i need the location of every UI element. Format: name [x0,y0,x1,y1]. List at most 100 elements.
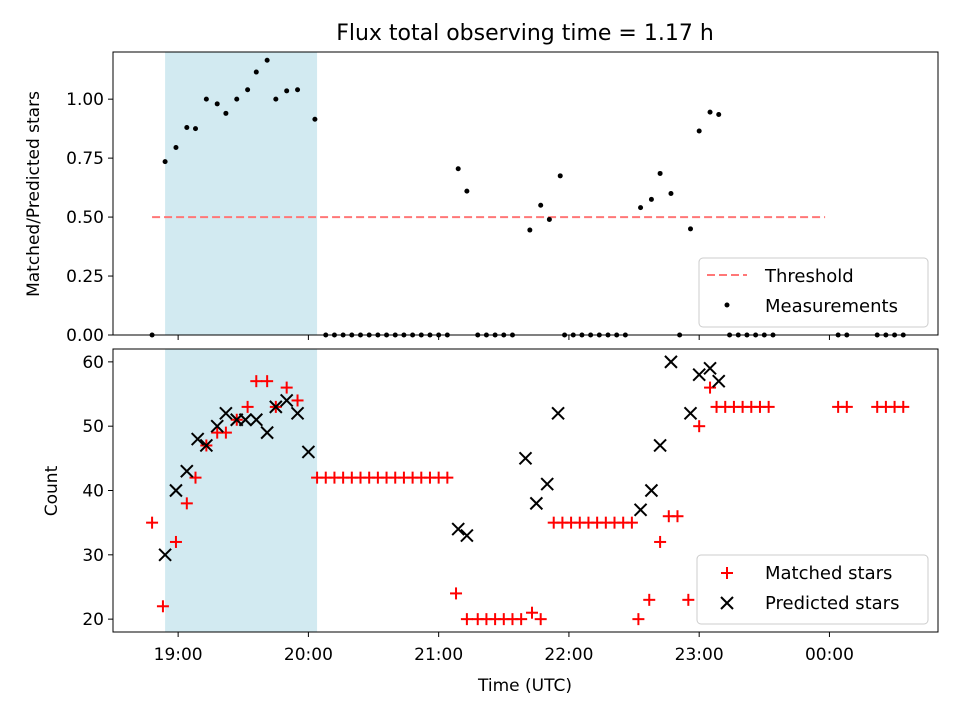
measurement-point [214,101,220,107]
predicted-star-point [664,355,678,369]
matched-star-point [146,516,159,529]
measurement-point [538,202,544,208]
measurement-point [312,116,318,122]
bottom-x-ticks: 19:00 20:00 21:00 22:00 23:00 00:00 [154,632,854,665]
measurement-point [557,173,563,179]
top-shaded-region [165,52,318,335]
matched-star-point [219,426,232,439]
bottom-shaded-region [165,349,318,632]
predicted-star-point [260,425,274,440]
matched-star-point [460,613,473,626]
measurements-points [149,57,906,338]
predicted-star-point [451,522,465,536]
predicted-star-point [653,438,667,453]
bottom-y-axis-label: Count [42,465,62,516]
measurement-point [173,145,179,151]
legend-predicted-label: Predicted stars [765,593,899,614]
predicted-star-point [249,413,263,427]
matched-star-point [534,613,547,626]
y-tick-label: 60 [82,353,104,373]
predicted-star-point [692,368,706,382]
predicted-star-point [301,445,316,459]
top-x-ticks [177,335,830,340]
top-panel: 0.00 0.25 0.50 0.75 1.00 Flux total observin… [24,21,939,346]
matched-star-point [180,497,193,510]
predicted-star-point [238,413,253,427]
y-tick-label: 0.00 [66,326,104,346]
predicted-star-point [683,406,698,421]
matched-star-point [625,516,638,529]
predicted-star-point [180,464,194,478]
matched-star-point [671,510,684,523]
measurement-point [707,109,713,115]
bottom-panel: 20 30 40 50 60 19:00 20:00 21:00 22:00 23:00 00:0… [42,348,939,696]
y-tick-label: 40 [82,482,104,502]
predicted-star-point [644,483,659,498]
chart-title: Flux total observing time = 1.17 h [336,21,714,46]
measurement-point [253,69,259,75]
top-legend-box [698,257,929,328]
predicted-star-point [529,496,544,511]
predicted-star-point [199,438,214,453]
matched-star-point [897,400,910,413]
measurement-point [193,126,198,132]
measurement-point [688,226,693,232]
legend-measurements-label: Measurements [765,296,898,317]
matched-star-point [632,613,645,626]
measurement-point [668,191,674,196]
matched-star-point [261,375,274,388]
x-tick-label: 19:00 [154,645,203,665]
y-tick-label: 20 [82,610,104,630]
y-tick-label: 0.50 [66,208,104,228]
matched-star-point [441,471,454,484]
legend-measurements-swatch [724,302,730,308]
matched-star-point [241,400,254,413]
predicted-star-point [290,406,305,421]
measurement-point [464,188,470,194]
predicted-star-point [279,393,294,408]
legend-matched-swatch [721,567,733,579]
predicted-star-point [158,548,172,562]
measurement-point [648,196,654,202]
top-y-ticks: 0.00 0.25 0.50 0.75 1.00 [66,90,113,346]
matched-star-point [156,600,169,613]
matched-star-point [693,420,706,433]
matched-star-point [762,400,775,413]
measurement-point [264,57,270,63]
matched-star-point [682,593,695,606]
top-axes-frame [112,51,939,336]
legend-matched-label: Matched stars [765,563,892,584]
predicted-star-point [703,361,717,376]
x-axis-label: Time (UTC) [477,676,572,696]
y-tick-label: 1.00 [66,90,104,110]
measurement-point [162,159,168,165]
bottom-legend-box [696,554,929,625]
measurement-point [184,124,190,130]
measurement-point [234,96,240,102]
measurement-point [527,227,533,233]
measurement-point [546,216,552,222]
x-tick-label: 00:00 [805,645,854,665]
matched-star-point [189,471,202,484]
matched-star-point [169,535,182,548]
matched-star-point [704,381,717,394]
y-tick-label: 0.75 [66,149,104,169]
matched-star-point [250,375,263,388]
predicted-star-point [633,503,648,517]
predicted-star-point [551,406,565,421]
measurement-point [223,110,229,116]
measurement-point [273,96,279,102]
x-tick-label: 22:00 [544,645,593,665]
y-tick-label: 50 [82,417,104,437]
predicted-star-point [460,528,474,543]
x-tick-label: 20:00 [284,645,333,665]
measurement-point [245,87,251,93]
matched-star-point [280,381,293,394]
matched-star-point [840,400,853,413]
measurement-point [657,170,663,176]
measurement-point [638,205,644,211]
predicted-star-point [190,432,205,446]
measurement-point [284,88,290,94]
legend-predicted-swatch [720,596,734,610]
